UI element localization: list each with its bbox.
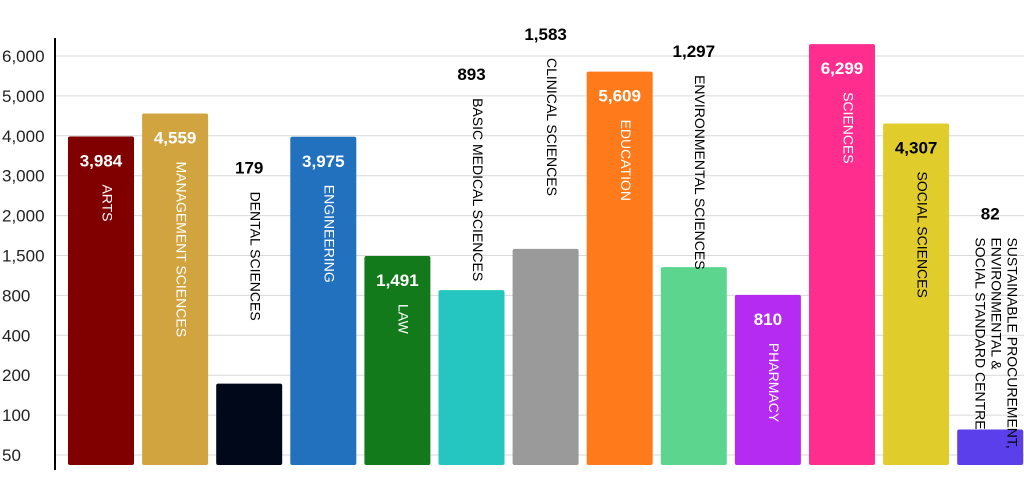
- bar-category-label: SUSTAINABLE PROCUREMENT,: [1004, 237, 1020, 448]
- y-tick-label: 3,000: [2, 167, 45, 186]
- bar: [142, 113, 209, 465]
- bar: [438, 290, 505, 465]
- y-tick-label: 2,000: [2, 207, 45, 226]
- y-tick-label: 4,000: [2, 127, 45, 146]
- bar-value-label: 1,297: [673, 42, 716, 61]
- bar-labels: 3,984 ARTS 4,559 MANAGEMENT SCIENCES 179 DENT…: [80, 25, 1021, 449]
- bar-category-label: SOCIAL STANDARD CENTRE: [972, 237, 988, 429]
- bar-category-label: ENVIRONMENTAL &: [988, 237, 1004, 370]
- bar-value-label: 6,299: [821, 59, 864, 78]
- bar-value-label: 3,975: [302, 152, 345, 171]
- bar-category-label: CLINICAL SCIENCES: [544, 58, 560, 196]
- bar-value-label: 1,491: [376, 271, 419, 290]
- bar-category-label: ENVIRONMENTAL SCIENCES: [692, 75, 708, 269]
- bar-value-label: 1,583: [524, 25, 567, 44]
- bar-category-label: EDUCATION: [618, 120, 634, 201]
- bar-category-label: PHARMACY: [766, 343, 782, 423]
- bar: [586, 71, 653, 466]
- bar: [512, 248, 579, 465]
- bar: [809, 44, 875, 466]
- bar-category-label: ARTS: [99, 184, 115, 221]
- bar: [68, 136, 134, 465]
- bar-value-label: 4,559: [154, 128, 197, 147]
- bar-category-label: SCIENCES: [840, 92, 856, 164]
- bar-value-label: 3,984: [80, 151, 123, 170]
- bar-category-label: LAW: [396, 304, 412, 335]
- bar-category-label: BASIC MEDICAL SCIENCES: [470, 98, 486, 281]
- bar: [883, 123, 950, 466]
- bar-value-label: 5,609: [598, 87, 641, 106]
- bar-value-label: 179: [235, 159, 263, 178]
- bar-value-label: 4,307: [895, 139, 938, 158]
- bar: [660, 267, 727, 465]
- bar-value-label: 810: [754, 310, 782, 329]
- y-axis-tick-labels: 50 100 200 400 800 1,500 2,000 3,000 4,000 5,000 6…: [2, 47, 45, 465]
- bar: [290, 136, 357, 466]
- bar: [734, 294, 801, 465]
- y-tick-label: 1,500: [2, 247, 45, 266]
- bar: [216, 383, 283, 465]
- bars: [68, 44, 1024, 466]
- y-tick-label: 5,000: [2, 87, 45, 106]
- bar-category-label: SOCIAL SCIENCES: [914, 172, 930, 298]
- bar-category-label: DENTAL SCIENCES: [247, 192, 263, 321]
- bar-category-label: MANAGEMENT SCIENCES: [173, 161, 189, 337]
- y-tick-label: 200: [2, 366, 30, 385]
- y-tick-label: 50: [2, 446, 21, 465]
- bar-value-label: 82: [981, 204, 1000, 223]
- bar-category-label: ENGINEERING: [322, 185, 338, 283]
- bar: [957, 429, 1024, 465]
- y-tick-label: 400: [2, 326, 30, 345]
- bar: [364, 256, 431, 465]
- bar-value-label: 893: [457, 65, 485, 84]
- y-tick-label: 100: [2, 406, 30, 425]
- y-tick-label: 6,000: [2, 47, 45, 66]
- y-tick-label: 800: [2, 286, 30, 305]
